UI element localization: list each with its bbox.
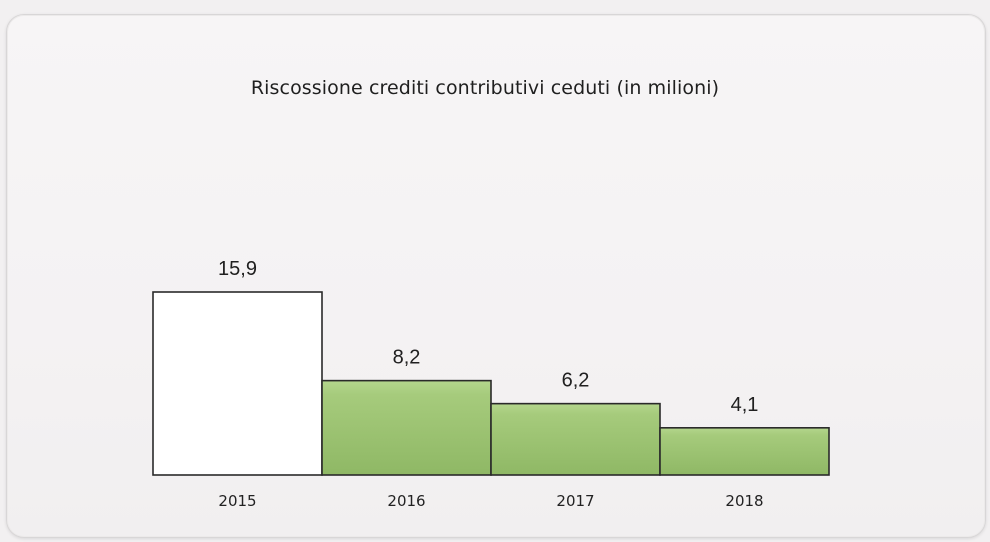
- value-label-2018: 4,1: [731, 394, 759, 416]
- value-label-2016: 8,2: [393, 347, 421, 369]
- category-label-2018: 2018: [725, 492, 763, 510]
- chart-title: Riscossione crediti contributivi ceduti …: [250, 77, 720, 99]
- category-labels-group: 2015 2016 2017 2018: [218, 492, 763, 510]
- category-label-2015: 2015: [218, 492, 256, 510]
- bar-2017: [490, 402, 661, 476]
- category-label-2016: 2016: [387, 492, 425, 510]
- value-label-2015: 15,9: [218, 258, 257, 280]
- category-label-2017: 2017: [556, 492, 594, 510]
- value-label-2017: 6,2: [562, 370, 590, 392]
- bar-2016: [321, 379, 492, 476]
- bars-group: [152, 291, 830, 476]
- value-labels-group: 15,9 8,2 6,2 4,1: [218, 258, 758, 416]
- bar-2018: [659, 427, 830, 476]
- bar-2015: [152, 291, 323, 476]
